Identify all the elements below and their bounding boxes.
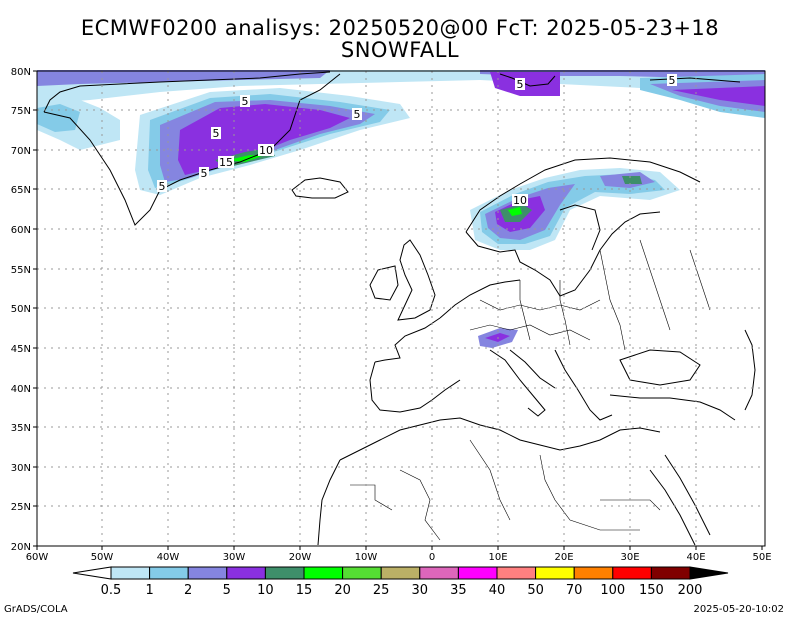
contour-label: 5 xyxy=(669,74,676,87)
lon-label: 20E xyxy=(554,552,573,563)
lon-label: 50W xyxy=(91,552,114,563)
colorbar-label: 40 xyxy=(488,583,506,598)
lat-label: 70N xyxy=(11,146,31,157)
lat-label: 45N xyxy=(11,344,31,355)
colorbar-label: 1 xyxy=(145,583,154,598)
colorbar-label: 0.5 xyxy=(100,583,122,598)
contour-labels: 5 5 5 10 15 5 5 5 5 10 xyxy=(157,74,677,207)
longitude-labels: 60W 50W 40W 30W 20W 10W 0 10E 20E 30E 40… xyxy=(26,552,772,563)
lon-label: 0 xyxy=(429,552,435,563)
colorbar-swatch xyxy=(457,566,498,580)
lat-label: 20N xyxy=(11,542,31,553)
colorbar-min-arrow xyxy=(72,566,112,580)
lon-label: 20W xyxy=(289,552,312,563)
lon-label: 30E xyxy=(620,552,639,563)
lon-label: 30W xyxy=(223,552,246,563)
contour-label: 5 xyxy=(213,127,220,140)
colorbar-label: 150 xyxy=(638,583,664,598)
lat-label: 40N xyxy=(11,384,31,395)
timestamp-text: 2025-05-20-10:02 xyxy=(693,604,784,615)
lon-label: 10W xyxy=(355,552,378,563)
lat-label: 65N xyxy=(11,185,31,196)
lon-label: 60W xyxy=(26,552,49,563)
lat-label: 80N xyxy=(11,67,31,78)
lat-label: 75N xyxy=(11,106,31,117)
lon-label: 50E xyxy=(752,552,771,563)
colorbar-swatch xyxy=(573,566,614,580)
colorbar-label: 200 xyxy=(677,583,703,598)
credit-text: GrADS/COLA xyxy=(4,604,68,615)
contour-label: 15 xyxy=(219,156,233,169)
map-subtitle: SNOWFALL xyxy=(340,38,460,62)
colorbar-swatch xyxy=(110,566,151,580)
colorbar-label: 35 xyxy=(450,583,467,598)
colorbar-label: 10 xyxy=(257,583,274,598)
colorbar-label: 2 xyxy=(184,583,193,598)
lat-label: 55N xyxy=(11,265,31,276)
colorbar-swatch xyxy=(419,566,459,580)
colorbar-swatch xyxy=(264,566,305,580)
grid xyxy=(37,71,765,546)
colorbar-swatch xyxy=(149,566,189,580)
map-title: ECMWF0200 analisys: 20250520@00 FcT: 202… xyxy=(80,16,720,40)
lat-label: 35N xyxy=(11,423,31,434)
colorbar-swatch xyxy=(496,566,537,580)
contour-label: 5 xyxy=(242,95,249,108)
colorbar-max-arrow xyxy=(689,566,729,580)
contour-label: 5 xyxy=(517,78,524,91)
snowfall-shading xyxy=(37,70,765,348)
colorbar-label: 20 xyxy=(334,583,351,598)
contour-label: 5 xyxy=(159,180,166,193)
contour-label: 5 xyxy=(201,167,208,180)
lat-label: 25N xyxy=(11,502,31,513)
tick-marks xyxy=(33,70,763,550)
colorbar-label: 5 xyxy=(222,583,231,598)
lat-label: 30N xyxy=(11,463,31,474)
contour-label: 5 xyxy=(354,108,361,121)
colorbar-label: 70 xyxy=(565,583,583,598)
latitude-labels: 80N 75N 70N 65N 60N 55N 50N 45N 40N 35N … xyxy=(11,67,31,553)
contour-label: 10 xyxy=(513,194,527,207)
colorbar-swatch xyxy=(380,566,421,580)
lon-label: 10E xyxy=(488,552,507,563)
colorbar-label: 30 xyxy=(411,583,429,598)
colorbar-label: 100 xyxy=(600,583,626,598)
colorbar-swatch xyxy=(650,566,691,580)
colorbar xyxy=(72,566,729,580)
colorbar-swatch xyxy=(535,566,575,580)
colorbar-swatch xyxy=(342,566,382,580)
colorbar-swatch xyxy=(303,566,344,580)
lat-label: 60N xyxy=(11,225,31,236)
country-borders xyxy=(350,239,711,541)
colorbar-swatch xyxy=(612,566,652,580)
colorbar-swatch xyxy=(187,566,228,580)
colorbar-label: 15 xyxy=(295,583,313,598)
colorbar-swatch xyxy=(226,566,266,580)
colorbar-label: 25 xyxy=(372,583,390,598)
lon-label: 40E xyxy=(686,552,705,563)
colorbar-label: 50 xyxy=(527,583,544,598)
lat-label: 50N xyxy=(11,304,31,315)
contour-label: 10 xyxy=(259,144,273,157)
lon-label: 40W xyxy=(157,552,180,563)
